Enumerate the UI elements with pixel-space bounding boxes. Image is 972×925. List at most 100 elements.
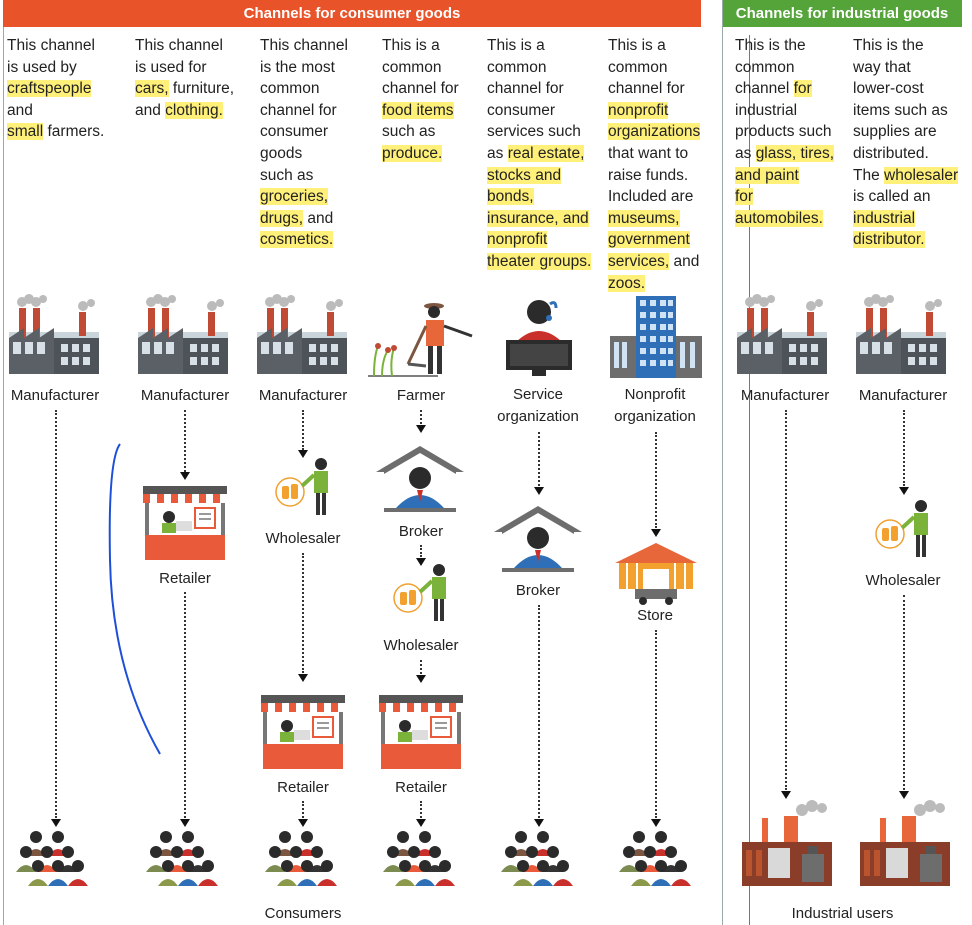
wholesaler-icon (874, 498, 930, 559)
manufacturer-icon (257, 294, 347, 374)
description-line: government (608, 231, 690, 249)
manufacturer-label: Manufacturer (140, 387, 230, 404)
consumers-icon (383, 831, 455, 886)
consumer-goods-header: Channels for consumer goods (3, 0, 701, 27)
description-line: This is a (382, 37, 440, 54)
arrow-head (899, 487, 909, 495)
wholesaler-label: Wholesaler (865, 572, 941, 589)
description-line: services, and (608, 252, 700, 270)
description-line: stocks and (487, 166, 562, 184)
description-line: This is a (487, 37, 545, 54)
description-line: insurance, and (487, 209, 589, 227)
retailer-icon (378, 694, 464, 770)
description-line: produce. (382, 144, 443, 162)
description-line: The wholesaler (853, 166, 959, 184)
description-line: Included are (608, 188, 694, 206)
description-line: food items (382, 101, 454, 119)
description-line: is used for (135, 58, 207, 76)
arrow-head (298, 450, 308, 458)
broker-icon (494, 506, 582, 572)
description-line: such as (260, 166, 314, 184)
description-line: bonds, (487, 188, 534, 206)
store-icon (615, 543, 697, 605)
channel-description-5: This is a common channel for consumer servic… (487, 35, 599, 273)
channel-arrow (420, 545, 422, 557)
channel-arrow (184, 592, 186, 818)
description-line: consumer (487, 101, 556, 119)
manufacturer-label: Manufacturer (10, 387, 100, 404)
channel-arrow (184, 410, 186, 472)
description-line: channel for (735, 80, 812, 98)
description-line: channel for (487, 80, 564, 98)
channel-arrow (538, 432, 540, 486)
arrow-head (51, 819, 61, 827)
description-line: nonprofit (487, 231, 548, 249)
wholesaler-icon (274, 456, 330, 517)
arrow-head (416, 558, 426, 566)
description-line: and (7, 101, 33, 119)
wholesaler-label: Wholesaler (383, 637, 459, 654)
channel-description-1: This channel is used by craftspeople and sma… (7, 35, 125, 143)
description-line: distributed. (853, 144, 929, 162)
arrow-head (180, 472, 190, 480)
channel-arrow (420, 410, 422, 424)
arrow-head (298, 674, 308, 682)
channel-arrow (655, 432, 657, 528)
description-line: common (260, 80, 320, 98)
description-line: common (382, 58, 442, 76)
industrial-user-icon (860, 800, 950, 886)
consumers-icon (265, 831, 337, 886)
description-line: industrial (853, 209, 916, 227)
industrial-goods-header: Channels for industrial goods (722, 0, 962, 27)
arrow-head (534, 487, 544, 495)
retailer-icon (260, 694, 346, 770)
description-line: and clothing. (135, 101, 223, 119)
channel-arrow (420, 801, 422, 818)
arrow-head (416, 425, 426, 433)
description-line: way that (853, 58, 911, 76)
description-line: cars, furniture, (135, 80, 235, 98)
service-organization-label-1: Service (512, 386, 564, 403)
service-organization-label-2: organization (497, 408, 579, 425)
description-line: supplies are (853, 123, 937, 141)
nonprofit-organization-label-2: organization (614, 408, 696, 425)
broker-label: Broker (398, 523, 444, 540)
description-line: is called an (853, 188, 931, 206)
description-line: cosmetics. (260, 231, 334, 249)
nonprofit-organization-label-1: Nonprofit (624, 386, 686, 403)
channel-arrow (302, 801, 304, 818)
service-agent-icon (506, 300, 572, 376)
broker-label: Broker (515, 582, 561, 599)
channel-arrow (55, 410, 57, 818)
description-line: common (487, 58, 547, 76)
channel-arrow (785, 410, 787, 790)
manufacturer-label: Manufacturer (740, 387, 830, 404)
arrow-head (651, 819, 661, 827)
description-line: nonprofit (608, 101, 669, 119)
description-line: distributor. (853, 231, 925, 249)
description-line: channel for (260, 101, 337, 119)
description-line: museums, (608, 209, 680, 227)
description-line: This is a (608, 37, 666, 54)
channel-arrow (302, 410, 304, 450)
channel-arrow (302, 553, 304, 673)
manufacturer-icon (9, 294, 99, 374)
description-line: as glass, tires, (735, 144, 835, 162)
industrial-user-icon (742, 800, 832, 886)
channel-description-2: This channel is used for cars, furniture, a… (135, 35, 253, 121)
hand-drawn-annotation (108, 443, 161, 755)
description-line: that want to (608, 144, 689, 162)
consumers-icon (16, 831, 88, 886)
arrow-head (180, 819, 190, 827)
description-line: automobiles. (735, 209, 823, 227)
arrow-head (534, 819, 544, 827)
farmer-icon (368, 303, 473, 377)
description-line: is used by (7, 58, 77, 76)
description-line: services such (487, 123, 581, 141)
arrow-head (651, 529, 661, 537)
industrial-inner-line (749, 35, 750, 925)
description-line: common (735, 58, 795, 76)
consumers-label: Consumers (264, 905, 342, 922)
left-border (3, 27, 4, 925)
description-line: industrial (735, 101, 798, 119)
